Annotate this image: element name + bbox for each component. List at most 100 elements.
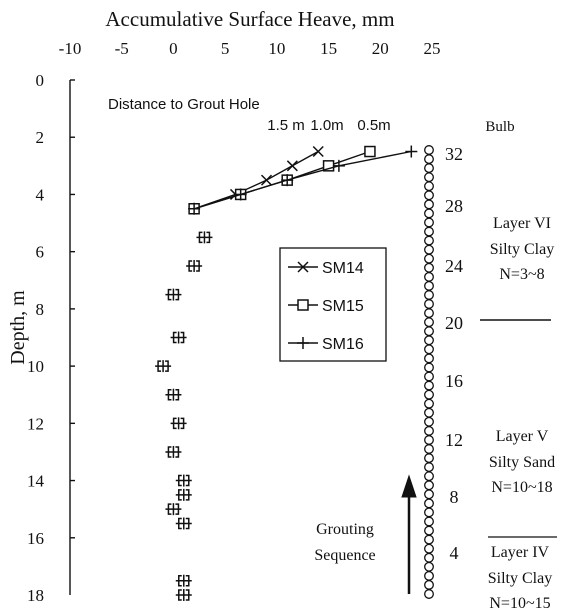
x-tick-label: 15 (320, 39, 337, 58)
x-axis-title: Accumulative Surface Heave, mm (105, 7, 394, 31)
data-point (260, 174, 273, 186)
layer-label: Layer IV (491, 544, 550, 561)
bulb-circle (424, 145, 434, 155)
x-tick-label: 0 (169, 39, 178, 58)
bulb-circle (424, 435, 434, 445)
bulb-circle (424, 335, 434, 346)
layer-label: N=3~8 (499, 266, 544, 283)
data-point (332, 159, 345, 172)
layer-label: Silty Sand (489, 454, 555, 471)
data-point (165, 288, 182, 301)
bulb-circle (424, 181, 434, 192)
data-point (175, 574, 192, 587)
layer-label: Silty Clay (490, 241, 554, 258)
legend-label: SM16 (322, 336, 364, 353)
y-tick-label: 10 (27, 357, 44, 376)
bulb-circle (424, 280, 434, 291)
bulb-circle (424, 534, 434, 545)
bulb-circle (424, 416, 434, 427)
data-point (297, 337, 309, 349)
series-sm16 (188, 145, 418, 215)
bulb-circle (424, 471, 434, 482)
bulb-circle (424, 163, 434, 174)
x-tick-label: -5 (115, 39, 129, 58)
bulb-circle (424, 589, 434, 599)
x-tick-label: 10 (268, 39, 285, 58)
data-point (297, 261, 309, 273)
bulb-title: Bulb (485, 119, 514, 135)
data-point (165, 503, 182, 516)
distance-to-grout-hole-label: Distance to Grout Hole (108, 96, 260, 113)
x-tick-label: 20 (372, 39, 389, 58)
data-point (286, 160, 298, 172)
data-point (281, 174, 294, 187)
distance-label: 1.0m (310, 117, 343, 134)
bulb-number: 24 (445, 256, 463, 276)
y-tick-label: 8 (36, 300, 45, 319)
legend-label: SM14 (322, 260, 364, 277)
bulb-circle (424, 489, 434, 500)
bulb-circle (424, 398, 434, 409)
bulb-circle (424, 507, 434, 518)
bulb-circle (424, 199, 434, 210)
y-tick-label: 4 (36, 185, 45, 204)
layer-label: Layer VI (493, 215, 551, 232)
bulb-circle (424, 190, 434, 201)
bulb-circle (424, 552, 434, 563)
bulb-circle (424, 317, 434, 328)
series-line (193, 150, 319, 210)
bulb-circle (424, 516, 434, 527)
legend: SM14 SM15 SM16 (279, 247, 387, 362)
annotations-group: Distance to Grout Hole 1.5 m 1.0m 0.5m Bulb 3… (108, 96, 557, 612)
bulb-circle (424, 208, 434, 219)
bulb-number: 8 (450, 487, 459, 507)
bulb-circle (424, 308, 434, 319)
bulb-circle (424, 172, 434, 183)
data-point (186, 259, 203, 272)
bulb-circle (424, 299, 434, 309)
data-point (175, 517, 192, 530)
bulb-circle (424, 498, 434, 509)
bulb-circle (424, 154, 434, 165)
grouting-arrow-head (401, 474, 417, 498)
bulb-circle (424, 371, 434, 382)
bulb-number: 28 (445, 196, 463, 216)
data-point (234, 188, 247, 201)
y-axis-label: Depth, m (7, 290, 29, 365)
data-point (188, 202, 201, 215)
data-point (196, 231, 213, 244)
grouting-label: Sequence (314, 547, 375, 564)
data-point (175, 589, 192, 601)
bulb-circle (424, 407, 434, 418)
y-tick-label: 12 (27, 414, 44, 433)
bulb-circle (424, 262, 434, 273)
bulb-circle (424, 235, 434, 246)
bulb-circle (424, 543, 434, 554)
bulb-number: 4 (450, 543, 459, 563)
data-point (405, 145, 418, 158)
layer-label: Layer V (496, 428, 549, 445)
y-tick-label: 18 (27, 586, 44, 605)
bulb-circle (424, 561, 434, 572)
bulb-circle (424, 362, 434, 373)
bulb-number: 16 (445, 371, 463, 391)
x-tick-label: 5 (221, 39, 230, 58)
data-point (297, 299, 309, 311)
bulb-circle (424, 453, 434, 464)
bulb-circle (424, 253, 434, 264)
layer-label: Silty Clay (488, 570, 552, 587)
bulb-circle (424, 444, 434, 454)
axes-group: Accumulative Surface Heave, mm -10 -5 0 5 10 1… (7, 7, 441, 605)
bulb-number: 12 (445, 430, 463, 450)
bulb-circle (424, 480, 434, 491)
data-point (175, 474, 192, 487)
data-point (175, 488, 192, 501)
bulb-circle (424, 226, 434, 237)
distance-label: 1.5 m (267, 117, 305, 134)
bulb-number: 20 (445, 313, 463, 333)
y-tick-label: 16 (27, 529, 44, 548)
bulb-circle (424, 425, 434, 436)
bulb-circle (424, 389, 434, 400)
bulb-circle (424, 462, 434, 473)
